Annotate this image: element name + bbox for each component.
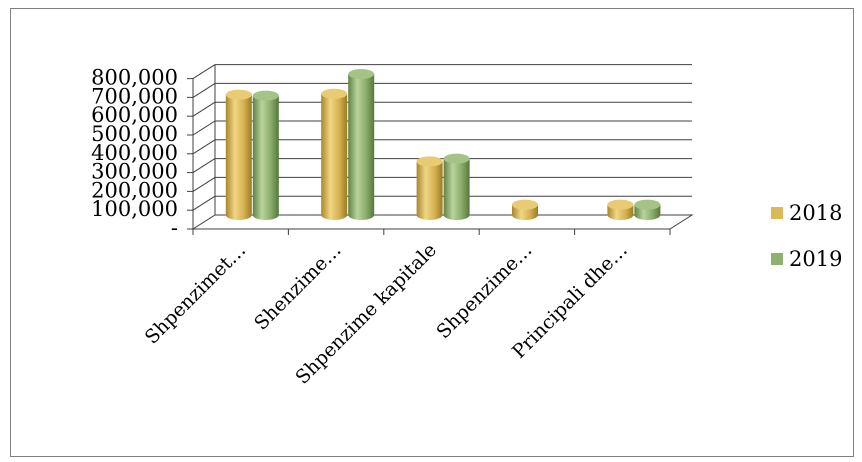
bar-top bbox=[252, 90, 279, 101]
wall-gridline bbox=[192, 101, 216, 117]
chart-frame bbox=[10, 8, 854, 457]
bar-body bbox=[348, 74, 375, 220]
y-tick-label: 500,000 bbox=[91, 122, 178, 146]
legend-label: 2019 bbox=[789, 247, 842, 271]
y-tick-label: 400,000 bbox=[91, 141, 178, 165]
bar-top bbox=[443, 153, 470, 164]
bar bbox=[634, 199, 661, 220]
y-tick-label: - bbox=[171, 216, 178, 240]
wall-gridline bbox=[192, 195, 216, 211]
bar bbox=[607, 199, 634, 220]
wall-gridline bbox=[192, 82, 216, 98]
bar-body bbox=[225, 94, 252, 220]
bar-top bbox=[321, 88, 348, 99]
y-tick-label: 200,000 bbox=[91, 178, 178, 202]
floor bbox=[191, 214, 694, 230]
wall-gridline bbox=[192, 139, 216, 155]
x-tick-label: Shpenzimet… bbox=[141, 239, 251, 349]
wall-gridline bbox=[192, 176, 216, 192]
legend: 2018 2019 bbox=[771, 201, 842, 271]
bar bbox=[225, 89, 252, 220]
x-tick-label: Shpenzime… bbox=[432, 239, 536, 343]
y-tick-label: 300,000 bbox=[91, 160, 178, 184]
bar bbox=[321, 88, 348, 220]
x-axis-tick-labels: Shpenzimet… Shenzime…Shpenzime kapitaleSh… bbox=[141, 239, 632, 389]
bar bbox=[512, 199, 538, 220]
bar-body bbox=[416, 161, 443, 220]
bar-body bbox=[443, 158, 470, 220]
legend-label: 2018 bbox=[789, 201, 842, 225]
gridlines bbox=[192, 64, 692, 211]
legend-swatch bbox=[771, 253, 783, 265]
axes bbox=[187, 64, 694, 235]
y-tick-label: 600,000 bbox=[91, 103, 178, 127]
y-tick-label: 800,000 bbox=[91, 66, 178, 90]
bar-top bbox=[634, 199, 661, 210]
bar-top bbox=[607, 199, 634, 210]
bar bbox=[348, 69, 375, 220]
bar-top bbox=[225, 89, 252, 100]
y-tick-label: 700,000 bbox=[91, 84, 178, 108]
bar-top bbox=[348, 69, 375, 79]
bar-top bbox=[416, 156, 443, 167]
y-axis-tick-labels: -100,000200,000300,000400,000500,000600,… bbox=[91, 66, 178, 240]
bar-body bbox=[252, 95, 279, 220]
bars bbox=[225, 69, 661, 220]
bar-body bbox=[321, 93, 348, 220]
wall-gridline bbox=[192, 64, 216, 80]
bar bbox=[252, 90, 279, 220]
wall-gridline bbox=[192, 120, 216, 136]
bar-top bbox=[512, 199, 538, 210]
wall-gridline bbox=[192, 158, 216, 174]
legend-swatch bbox=[771, 207, 783, 219]
bar bbox=[443, 153, 470, 220]
y-tick-label: 100,000 bbox=[91, 197, 178, 221]
x-tick-label: Shenzime… bbox=[250, 239, 346, 335]
bar bbox=[416, 156, 443, 220]
